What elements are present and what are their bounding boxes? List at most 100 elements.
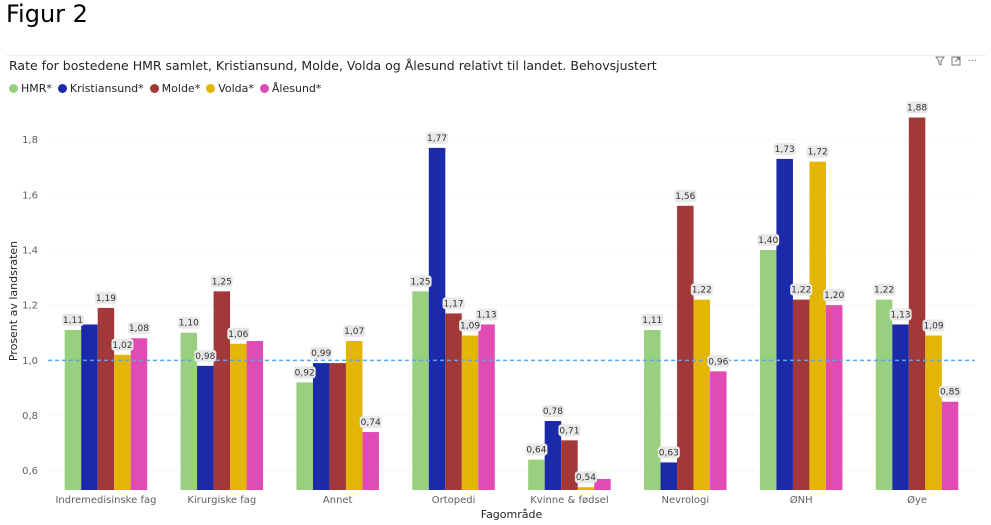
data-label-bg (343, 325, 366, 338)
data-label-bg (906, 101, 929, 114)
bar[interactable] (908, 117, 926, 490)
y-tick-label: 1,4 (22, 245, 38, 256)
data-label: 1,56 (675, 192, 695, 202)
data-label: 1,25 (212, 277, 232, 287)
bar[interactable] (577, 487, 595, 490)
more-options-icon[interactable]: ··· (967, 56, 977, 67)
bar[interactable] (809, 161, 826, 490)
data-label: 1,88 (907, 104, 927, 114)
data-label: 0,54 (576, 473, 596, 483)
bar[interactable] (97, 307, 115, 490)
data-label: 0,78 (543, 407, 563, 417)
data-label: 1,09 (460, 321, 480, 331)
bar[interactable] (296, 382, 313, 490)
data-label-bg (525, 443, 548, 456)
legend-swatch (259, 84, 269, 93)
chart-title: Rate for bostedene HMR samlet, Kristians… (9, 58, 657, 73)
data-label-bg (773, 142, 796, 155)
bar[interactable] (312, 363, 330, 490)
bar[interactable] (925, 335, 942, 490)
data-label-bg (641, 313, 664, 326)
x-tick-label: Annet (323, 495, 353, 506)
bar[interactable] (677, 205, 694, 490)
bar[interactable] (561, 440, 578, 490)
data-label-bg (409, 275, 432, 288)
bar[interactable] (64, 329, 82, 490)
data-label: 0,92 (295, 368, 315, 378)
data-label: 0,98 (195, 352, 215, 362)
data-label: 1,17 (444, 299, 464, 309)
data-label-bg (442, 297, 465, 310)
data-label-bg (823, 289, 846, 302)
bar[interactable] (875, 299, 893, 490)
visual-top-border (6, 55, 986, 56)
x-axis-title: Fagområde (481, 508, 543, 521)
bar[interactable] (329, 363, 346, 490)
x-tick-label: Kvinne & fødsel (530, 495, 608, 506)
legend-swatch (149, 84, 159, 93)
y-tick-label: 1,8 (22, 135, 38, 146)
y-tick-label: 0,8 (22, 411, 38, 422)
data-label-bg (293, 366, 316, 379)
bar[interactable] (445, 313, 462, 490)
legend-swatch (206, 84, 216, 93)
data-label-bg (690, 283, 713, 296)
bar[interactable] (792, 299, 810, 490)
bar[interactable] (941, 401, 959, 490)
bar[interactable] (345, 341, 363, 490)
bar[interactable] (114, 354, 131, 490)
data-label: 0,71 (559, 426, 579, 436)
legend-item[interactable]: Volda* (206, 82, 254, 95)
data-label: 1,20 (824, 291, 844, 301)
data-label: 1,09 (924, 321, 944, 331)
data-label: 1,06 (228, 330, 248, 340)
visual-header-icons: ··· (935, 56, 977, 69)
data-label-bg (657, 446, 680, 459)
bar[interactable] (759, 249, 777, 490)
bar[interactable] (412, 291, 429, 490)
bar[interactable] (528, 459, 545, 490)
bar[interactable] (213, 291, 231, 490)
bar[interactable] (776, 158, 793, 491)
bar[interactable] (478, 324, 495, 490)
bar[interactable] (594, 478, 611, 490)
data-label: 0,85 (940, 388, 960, 398)
legend-item[interactable]: Kristiansund* (57, 82, 144, 95)
bar[interactable] (892, 324, 909, 490)
chart-visual: Rate for bostedene HMR samlet, Kristians… (0, 52, 991, 525)
bar[interactable] (660, 462, 678, 490)
legend-label: Ålesund* (271, 82, 322, 95)
legend-item[interactable]: HMR* (9, 82, 52, 95)
figure-label: Figur 2 (6, 0, 88, 28)
bar[interactable] (428, 147, 446, 490)
data-label-bg (674, 189, 697, 202)
data-label: 0,99 (311, 349, 331, 359)
x-tick-label: Indremedisinske fag (55, 495, 156, 506)
bar[interactable] (230, 343, 247, 490)
x-tick-label: Nevrologi (662, 495, 710, 506)
legend-item[interactable]: Ålesund* (259, 82, 322, 95)
data-label: 0,96 (708, 357, 728, 367)
data-label-bg (177, 316, 200, 329)
bar[interactable] (544, 421, 562, 490)
bar[interactable] (130, 338, 148, 490)
bar[interactable] (362, 432, 379, 490)
focus-mode-icon[interactable] (951, 56, 961, 69)
bar[interactable] (246, 341, 264, 490)
data-label: 1,73 (775, 145, 795, 155)
bar[interactable] (461, 335, 479, 490)
bar[interactable] (693, 299, 711, 490)
data-label-bg (475, 308, 498, 321)
bar[interactable] (180, 332, 198, 490)
x-tick-label: Øye (907, 494, 927, 506)
legend-item[interactable]: Molde* (149, 82, 200, 95)
bar[interactable] (644, 329, 661, 490)
bar[interactable] (710, 371, 727, 490)
legend-label: Kristiansund* (69, 82, 144, 95)
filter-icon[interactable] (935, 56, 946, 69)
data-label: 1,22 (692, 286, 712, 296)
bar[interactable] (825, 305, 843, 490)
bar[interactable] (81, 324, 98, 490)
bar[interactable] (197, 365, 214, 490)
data-label-bg (310, 347, 333, 360)
